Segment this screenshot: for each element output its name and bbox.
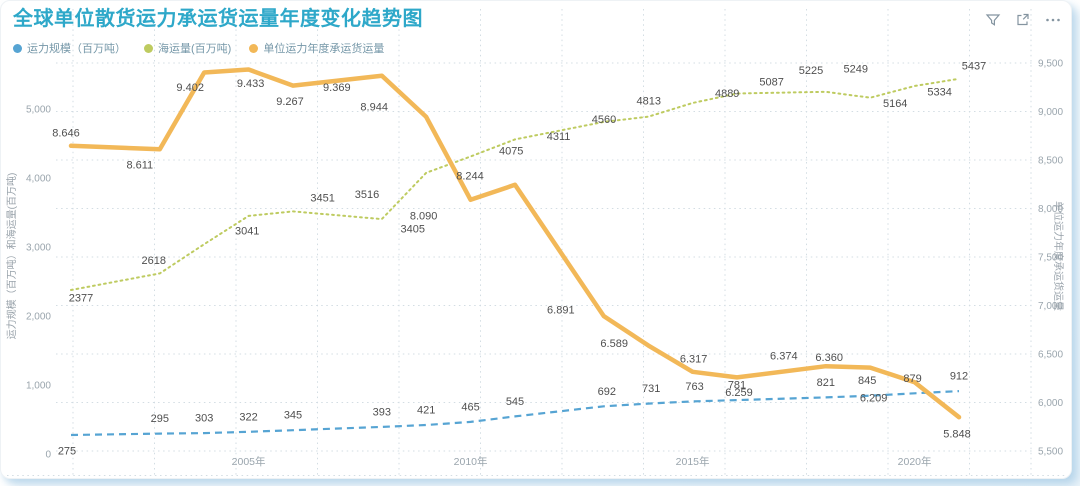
svg-text:8,000: 8,000 <box>1038 204 1063 215</box>
svg-text:322: 322 <box>239 411 257 423</box>
svg-text:8.244: 8.244 <box>456 170 484 182</box>
svg-text:4,000: 4,000 <box>26 174 51 185</box>
svg-text:6.891: 6.891 <box>547 305 575 317</box>
svg-text:781: 781 <box>728 380 746 392</box>
legend-label-capacity: 运力规模（百万吨） <box>27 43 126 55</box>
legend-label-unit-freight: 单位运力年度承运货运量 <box>263 43 385 55</box>
svg-text:3405: 3405 <box>401 224 425 236</box>
svg-text:4813: 4813 <box>637 95 661 107</box>
svg-text:303: 303 <box>195 413 213 425</box>
svg-text:3516: 3516 <box>355 189 379 201</box>
svg-text:6.589: 6.589 <box>600 338 628 350</box>
legend-marker-unit-freight <box>249 43 259 53</box>
legend-item-capacity[interactable]: 运力规模（百万吨） <box>13 40 126 56</box>
svg-text:9,500: 9,500 <box>1038 59 1063 70</box>
svg-text:5087: 5087 <box>759 77 783 89</box>
svg-text:8.611: 8.611 <box>126 160 153 172</box>
svg-text:9.267: 9.267 <box>276 96 304 108</box>
svg-text:9.433: 9.433 <box>237 78 265 90</box>
legend-label-seaborne-trade: 海运量(百万吨) <box>158 43 232 55</box>
svg-text:5,000: 5,000 <box>26 105 51 116</box>
svg-text:8.646: 8.646 <box>52 127 80 139</box>
svg-text:6,500: 6,500 <box>1038 350 1063 361</box>
svg-text:5,500: 5,500 <box>1038 447 1063 458</box>
svg-text:295: 295 <box>151 413 169 425</box>
svg-text:7,000: 7,000 <box>1038 301 1063 312</box>
svg-text:4311: 4311 <box>547 131 571 143</box>
svg-text:2005年: 2005年 <box>232 455 266 468</box>
filter-icon[interactable] <box>985 12 1001 28</box>
svg-text:6,000: 6,000 <box>1038 398 1063 409</box>
card-header: 全球单位散货运力承运货运量年度变化趋势图 <box>13 6 1061 32</box>
page-title: 全球单位散货运力承运货运量年度变化趋势图 <box>13 8 423 30</box>
svg-text:5.848: 5.848 <box>943 429 971 441</box>
svg-text:6.259: 6.259 <box>725 387 753 399</box>
svg-text:821: 821 <box>817 377 835 389</box>
svg-text:3,000: 3,000 <box>26 243 51 254</box>
legend-item-seaborne-trade[interactable]: 海运量(百万吨) <box>144 40 231 56</box>
svg-text:275: 275 <box>58 446 76 458</box>
svg-text:9.369: 9.369 <box>323 82 351 94</box>
card-toolbar <box>985 12 1061 28</box>
svg-text:345: 345 <box>284 410 302 422</box>
more-options-icon[interactable] <box>1045 12 1061 28</box>
svg-text:2618: 2618 <box>142 255 166 267</box>
svg-text:4075: 4075 <box>499 145 523 157</box>
svg-text:545: 545 <box>506 396 524 408</box>
svg-text:6.360: 6.360 <box>815 352 843 364</box>
legend-marker-seaborne-trade <box>144 43 153 53</box>
svg-text:9.402: 9.402 <box>176 82 204 94</box>
trend-line-chart: 0 1,000 2,000 3,000 4,000 5,000 5,500 6,000 6,50… <box>5 9 1065 476</box>
svg-text:3451: 3451 <box>310 192 334 204</box>
svg-text:8.944: 8.944 <box>360 101 388 113</box>
svg-text:421: 421 <box>417 405 435 417</box>
svg-text:6.317: 6.317 <box>680 353 708 365</box>
legend-marker-capacity <box>13 43 22 53</box>
svg-text:0: 0 <box>45 450 51 461</box>
svg-text:845: 845 <box>858 375 876 387</box>
svg-text:912: 912 <box>950 371 968 383</box>
svg-text:2377: 2377 <box>69 293 93 305</box>
svg-text:731: 731 <box>642 383 660 395</box>
svg-text:8,500: 8,500 <box>1038 156 1063 167</box>
legend: 运力规模（百万吨） 海运量(百万吨) 单位运力年度承运货运量 <box>13 40 384 56</box>
svg-text:4560: 4560 <box>592 114 616 126</box>
svg-text:运力规模（百万吨）和海运量(百万吨): 运力规模（百万吨）和海运量(百万吨) <box>5 173 18 340</box>
svg-text:692: 692 <box>598 386 616 398</box>
svg-text:单位运力年度承运货运量: 单位运力年度承运货运量 <box>1052 201 1065 311</box>
svg-text:4889: 4889 <box>715 88 739 100</box>
svg-text:5249: 5249 <box>844 63 868 75</box>
svg-text:393: 393 <box>373 406 391 418</box>
svg-text:5225: 5225 <box>799 65 823 77</box>
svg-text:763: 763 <box>685 381 703 393</box>
svg-text:2010年: 2010年 <box>454 455 488 468</box>
svg-text:5334: 5334 <box>927 87 951 99</box>
svg-text:6.209: 6.209 <box>860 393 888 405</box>
svg-text:7,500: 7,500 <box>1038 253 1063 264</box>
svg-text:879: 879 <box>903 373 921 385</box>
svg-text:465: 465 <box>461 401 479 413</box>
focus-mode-icon[interactable] <box>1015 12 1031 28</box>
legend-item-unit-freight[interactable]: 单位运力年度承运货运量 <box>249 40 384 56</box>
svg-text:2015年: 2015年 <box>676 455 710 468</box>
svg-text:8.090: 8.090 <box>410 210 438 222</box>
svg-text:2,000: 2,000 <box>26 312 51 323</box>
chart-card: 0 1,000 2,000 3,000 4,000 5,000 5,500 6,000 6,50… <box>0 0 1072 479</box>
svg-text:5164: 5164 <box>883 98 907 110</box>
svg-text:3041: 3041 <box>235 226 259 238</box>
svg-text:1,000: 1,000 <box>26 381 51 392</box>
svg-text:9,000: 9,000 <box>1038 107 1063 118</box>
svg-text:6.374: 6.374 <box>770 351 798 363</box>
svg-text:5437: 5437 <box>962 60 986 72</box>
svg-text:2020年: 2020年 <box>898 455 932 468</box>
